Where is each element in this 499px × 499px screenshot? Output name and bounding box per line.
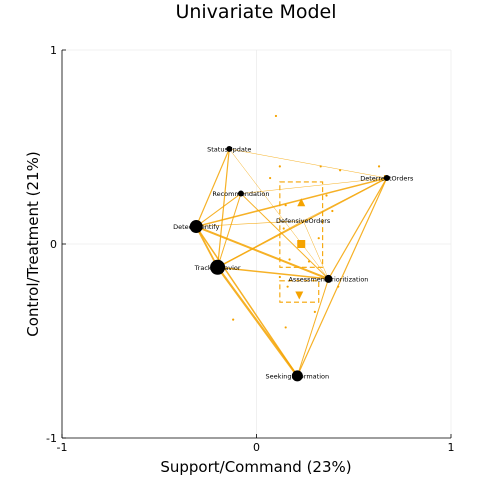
- network-edge: [303, 177, 387, 221]
- y-tick-label: 1: [50, 44, 57, 57]
- scatter-point: [325, 194, 328, 197]
- network-edge: [217, 177, 388, 268]
- network-edge: [195, 226, 298, 377]
- intervals: [279, 181, 324, 303]
- confidence-box: [279, 280, 320, 303]
- node-label: SeekingInformation: [266, 372, 330, 380]
- centroid-square: [297, 240, 306, 248]
- points: [232, 114, 386, 329]
- network-edge: [240, 193, 329, 280]
- x-axis-label: Support/Command (23%): [160, 458, 351, 476]
- network-edge: [217, 266, 329, 280]
- scatter-point: [282, 227, 285, 230]
- scatter-point: [339, 169, 342, 172]
- network-edge: [229, 148, 329, 280]
- scatter-point: [278, 275, 281, 279]
- node-point: [210, 259, 226, 275]
- scatter-point: [331, 209, 334, 213]
- network-edge: [296, 278, 329, 377]
- scatter-point: [232, 318, 235, 321]
- network-edge: [195, 193, 242, 227]
- node-point: [324, 274, 333, 283]
- y-tick-label: 0: [50, 238, 57, 251]
- grid: [61, 49, 452, 439]
- network-edge: [217, 193, 242, 268]
- scatter-point: [313, 310, 316, 313]
- node-point: [291, 370, 303, 382]
- scatter-point: [377, 165, 381, 168]
- x-tick-label: 0: [253, 441, 260, 454]
- node-label: DefensiveOrders: [276, 217, 331, 225]
- scatter-point: [284, 326, 287, 329]
- scatter-point: [278, 165, 281, 168]
- centroid-triangle-up: [297, 198, 306, 207]
- axes: -1 0 1 -1 0 1: [46, 44, 454, 454]
- network-edge: [327, 177, 388, 280]
- network-edge: [217, 148, 230, 268]
- network-edge: [195, 148, 230, 227]
- nodes: [189, 145, 390, 382]
- network-edge: [217, 220, 304, 268]
- scatter-point: [317, 237, 320, 240]
- node-label: DeterrentOrders: [360, 175, 414, 183]
- node-point: [383, 175, 390, 182]
- x-tick-label: -1: [57, 441, 68, 454]
- node-point: [237, 190, 244, 197]
- network-edge: [196, 177, 387, 228]
- scatter-point: [319, 165, 322, 168]
- y-tick-label: -1: [46, 432, 57, 445]
- node-label: Recommendation: [212, 190, 269, 198]
- network-edge: [229, 148, 387, 179]
- x-tick-label: 1: [448, 441, 455, 454]
- scatter-point: [269, 176, 272, 180]
- node-point: [226, 145, 233, 152]
- node-label: AssessmentPrioritization: [288, 275, 368, 283]
- network-edge: [195, 226, 219, 268]
- scatter-point: [307, 260, 311, 263]
- scatter-point: [284, 204, 287, 207]
- network-edge: [195, 225, 329, 280]
- scatter-point: [274, 114, 278, 118]
- network-edge: [196, 220, 304, 227]
- scatter-point: [337, 285, 340, 288]
- chart-title: Univariate Model: [175, 1, 336, 23]
- network-edge: [216, 266, 299, 377]
- scatter-point: [286, 285, 289, 288]
- network-edge: [296, 177, 388, 377]
- node-label: TrackBehavior: [194, 264, 241, 272]
- edges: [195, 148, 388, 377]
- network-edge: [302, 220, 329, 280]
- y-axis-label: Control/Treatment (21%): [24, 151, 42, 336]
- centroid-triangle-down: [295, 291, 304, 300]
- network-edge: [240, 177, 387, 194]
- node-point: [189, 220, 203, 234]
- centroids: [295, 198, 306, 300]
- node-label: StatusUpdate: [207, 145, 251, 153]
- scatter-point: [288, 258, 291, 261]
- node-labels: StatusUpdate Recommendation DeterrentOrder…: [173, 145, 414, 380]
- node-label: DetectIdentify: [173, 223, 219, 231]
